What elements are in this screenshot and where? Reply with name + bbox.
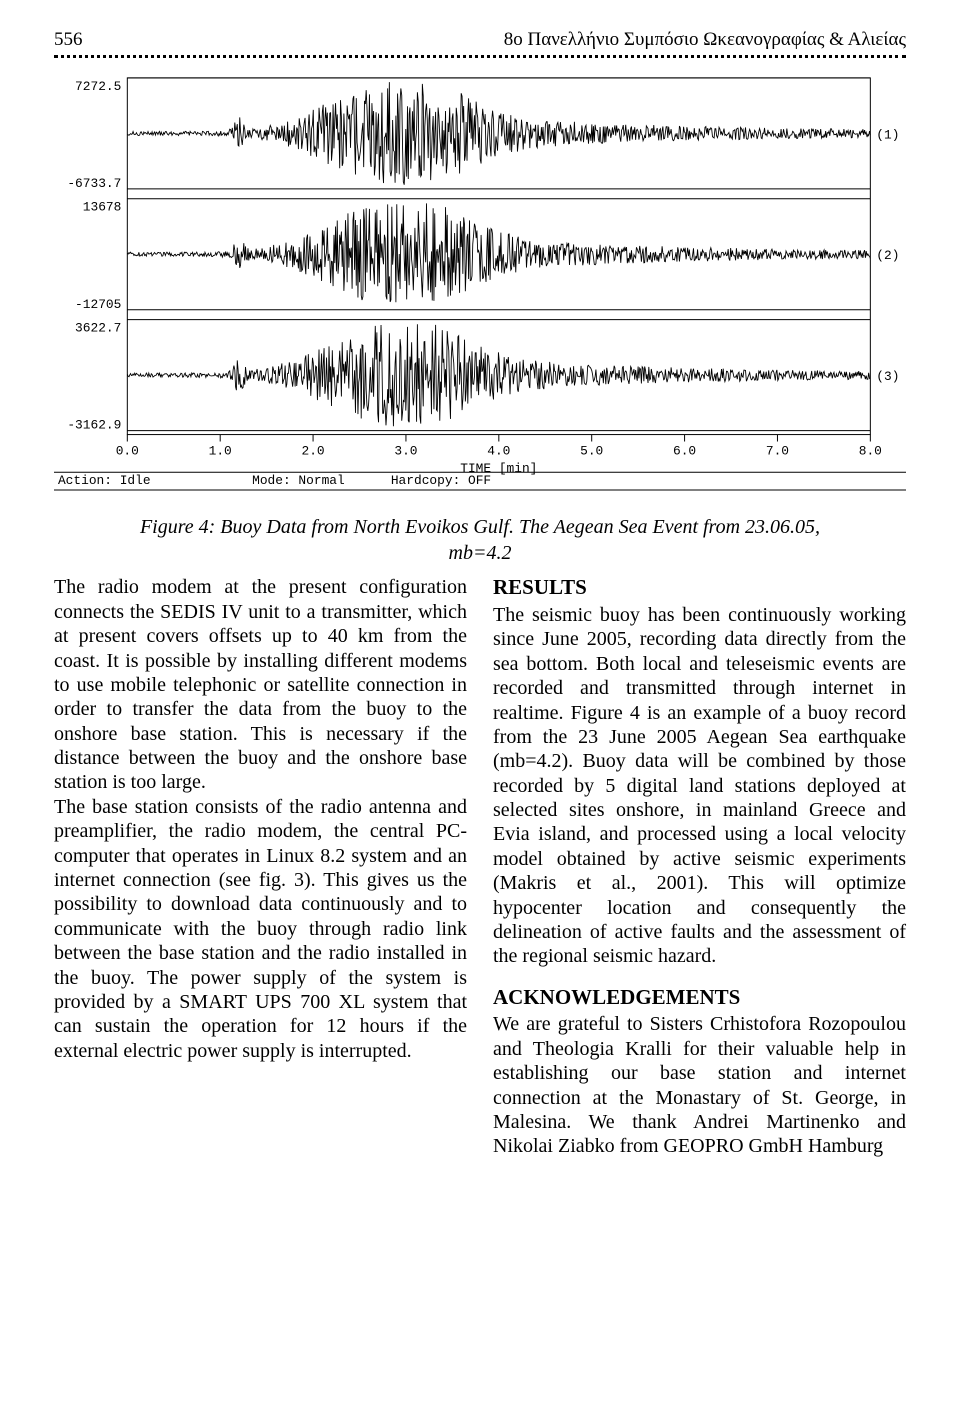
svg-text:-6733.7: -6733.7 [67,176,121,191]
svg-text:Action: Idle: Action: Idle [58,473,151,488]
body-columns: The radio modem at the present configura… [54,575,906,1158]
figure-caption: Figure 4: Buoy Data from North Evoikos G… [54,515,906,539]
svg-text:4.0: 4.0 [487,444,510,459]
header-divider [54,55,906,58]
svg-text:7272.5: 7272.5 [75,79,121,94]
svg-text:Hardcopy: OFF: Hardcopy: OFF [391,473,491,488]
svg-text:3.0: 3.0 [394,444,417,459]
svg-text:5.0: 5.0 [580,444,603,459]
svg-text:7.0: 7.0 [766,444,789,459]
svg-text:3622.7: 3622.7 [75,321,121,336]
svg-text:Mode: Normal: Mode: Normal [252,473,345,488]
right-column: RESULTS The seismic buoy has been contin… [493,575,906,1158]
svg-text:-3162.9: -3162.9 [67,418,121,433]
svg-text:(2): (2) [876,248,899,263]
figure-caption-sub: mb=4.2 [54,541,906,565]
running-title: 8o Πανελλήνιο Συμπόσιο Ωκεανογραφίας & Α… [504,28,906,51]
running-header: 556 8o Πανελλήνιο Συμπόσιο Ωκεανογραφίας… [54,28,906,51]
body-para: The radio modem at the present configura… [54,575,467,795]
page-number: 556 [54,28,83,51]
svg-text:(3): (3) [876,369,899,384]
body-para: The base station consists of the radio a… [54,795,467,1063]
results-para: The seismic buoy has been continuously w… [493,603,906,969]
svg-text:1.0: 1.0 [209,444,232,459]
svg-text:0.0: 0.0 [116,444,139,459]
results-heading: RESULTS [493,575,906,601]
svg-text:-12705: -12705 [75,297,121,312]
seismogram-figure: 7272.5 -6733.7 (1) 13678 -12705 (2) 3622.7 -316… [54,68,906,498]
svg-text:2.0: 2.0 [301,444,324,459]
left-column: The radio modem at the present configura… [54,575,467,1158]
svg-text:13678: 13678 [83,200,122,215]
ack-para: We are grateful to Sisters Crhistofora R… [493,1012,906,1158]
ack-heading: ACKNOWLEDGEMENTS [493,985,906,1011]
svg-text:(1): (1) [876,128,899,143]
svg-text:8.0: 8.0 [859,444,882,459]
svg-text:6.0: 6.0 [673,444,696,459]
